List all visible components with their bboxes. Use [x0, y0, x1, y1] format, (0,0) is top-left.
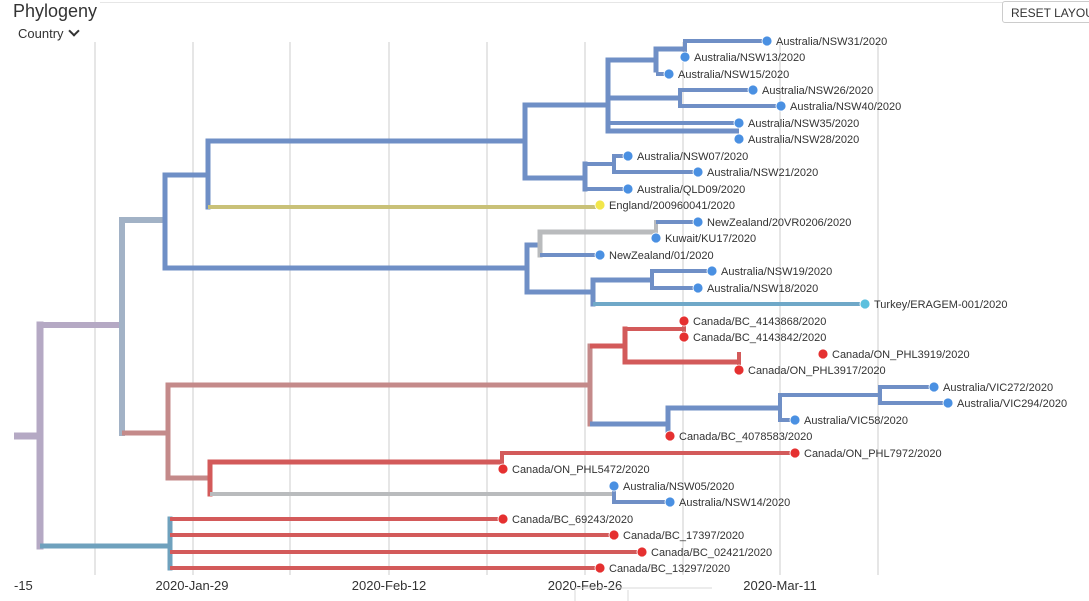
tip-label: Canada/ON_PHL5472/2020	[512, 464, 650, 476]
tip-node	[775, 100, 787, 112]
tip-label: Australia/NSW15/2020	[678, 69, 789, 81]
tip-node	[928, 381, 940, 393]
tip-label: Kuwait/KU17/2020	[665, 233, 756, 245]
tip-node	[679, 51, 691, 63]
tip-node	[747, 84, 759, 96]
tip-node	[622, 150, 634, 162]
tip-label: NewZealand/01/2020	[609, 250, 714, 262]
tip-node	[733, 133, 745, 145]
tip-node	[942, 397, 954, 409]
tip-node	[663, 68, 675, 80]
tip-node	[817, 348, 829, 360]
header-divider	[100, 2, 1089, 3]
tip-node	[678, 331, 690, 343]
tip-node	[733, 364, 745, 376]
tip-label: Australia/NSW40/2020	[790, 101, 901, 113]
tip-node	[664, 430, 676, 442]
reset-layout-button[interactable]: RESET LAYOUT	[1002, 1, 1089, 23]
tip-label: Australia/NSW13/2020	[694, 52, 805, 64]
tip-node	[706, 265, 718, 277]
tip-label: Australia/NSW07/2020	[637, 151, 748, 163]
tip-label: Canada/BC_02421/2020	[651, 547, 772, 559]
tip-node	[761, 35, 773, 47]
tip-node	[859, 298, 871, 310]
tip-label: Canada/ON_PHL3917/2020	[748, 365, 886, 377]
tip-node	[497, 513, 509, 525]
tip-label: Australia/NSW28/2020	[748, 134, 859, 146]
tip-node	[789, 414, 801, 426]
tip-node	[664, 496, 676, 508]
tip-label: Turkey/ERAGEM-001/2020	[874, 299, 1007, 311]
tip-node	[622, 183, 634, 195]
tip-label: Australia/VIC58/2020	[804, 415, 908, 427]
time-axis: -15 2020-Jan-29 2020-Feb-12 2020-Feb-26 2020…	[14, 578, 817, 601]
tip-node	[497, 463, 509, 475]
tip-node	[594, 199, 606, 211]
tip-label: Canada/BC_13297/2020	[609, 563, 730, 575]
tip-label: Canada/BC_69243/2020	[512, 514, 633, 526]
tip-node	[594, 562, 606, 574]
axis-tick-label: 2020-Feb-26	[548, 578, 622, 593]
tip-label: Canada/ON_PHL3919/2020	[832, 349, 970, 361]
tip-label: Australia/NSW19/2020	[721, 266, 832, 278]
tip-node	[608, 480, 620, 492]
tip-node	[692, 282, 704, 294]
tip-label: Australia/NSW31/2020	[776, 36, 887, 48]
tip-label: Canada/BC_4143842/2020	[693, 332, 826, 344]
color-by-label: Country	[18, 26, 64, 41]
axis-tick-label: -15	[14, 578, 33, 593]
axis-tick-label: 2020-Mar-11	[743, 578, 816, 593]
tip-label: NewZealand/20VR0206/2020	[707, 217, 851, 229]
tip-node	[692, 216, 704, 228]
tip-label: Canada/ON_PHL7972/2020	[804, 448, 942, 460]
time-grid	[94, 42, 879, 575]
tip-label: Australia/NSW05/2020	[623, 481, 734, 493]
tip-label: Canada/BC_17397/2020	[623, 530, 744, 542]
tip-label: Canada/BC_4078583/2020	[679, 431, 812, 443]
tip-label: Australia/NSW26/2020	[762, 85, 873, 97]
tip-label: Australia/VIC294/2020	[957, 398, 1067, 410]
tip-node	[636, 546, 648, 558]
tip-node	[608, 529, 620, 541]
tip-label: Australia/NSW14/2020	[679, 497, 790, 509]
tip-label: Australia/NSW35/2020	[748, 118, 859, 130]
tip-label: Australia/NSW21/2020	[707, 167, 818, 179]
color-by-dropdown[interactable]: Country	[18, 25, 80, 41]
tree-branches	[14, 39, 948, 571]
tip-node	[789, 447, 801, 459]
axis-tick-label: 2020-Jan-29	[156, 578, 229, 593]
tip-label: Australia/NSW18/2020	[707, 283, 818, 295]
tip-label: England/200960041/2020	[609, 200, 735, 212]
tree-tips: Australia/NSW31/2020 Australia/NSW13/2020…	[497, 35, 1067, 575]
tip-node	[678, 315, 690, 327]
tip-label: Australia/QLD09/2020	[637, 184, 745, 196]
tip-label: Australia/VIC272/2020	[943, 382, 1053, 394]
tip-node	[733, 117, 745, 129]
panel-title: Phylogeny	[13, 1, 98, 21]
tip-node	[650, 232, 662, 244]
tip-label: Canada/BC_4143868/2020	[693, 316, 826, 328]
tip-node	[594, 249, 606, 261]
tip-node	[692, 166, 704, 178]
axis-tick-label: 2020-Feb-12	[352, 578, 426, 593]
